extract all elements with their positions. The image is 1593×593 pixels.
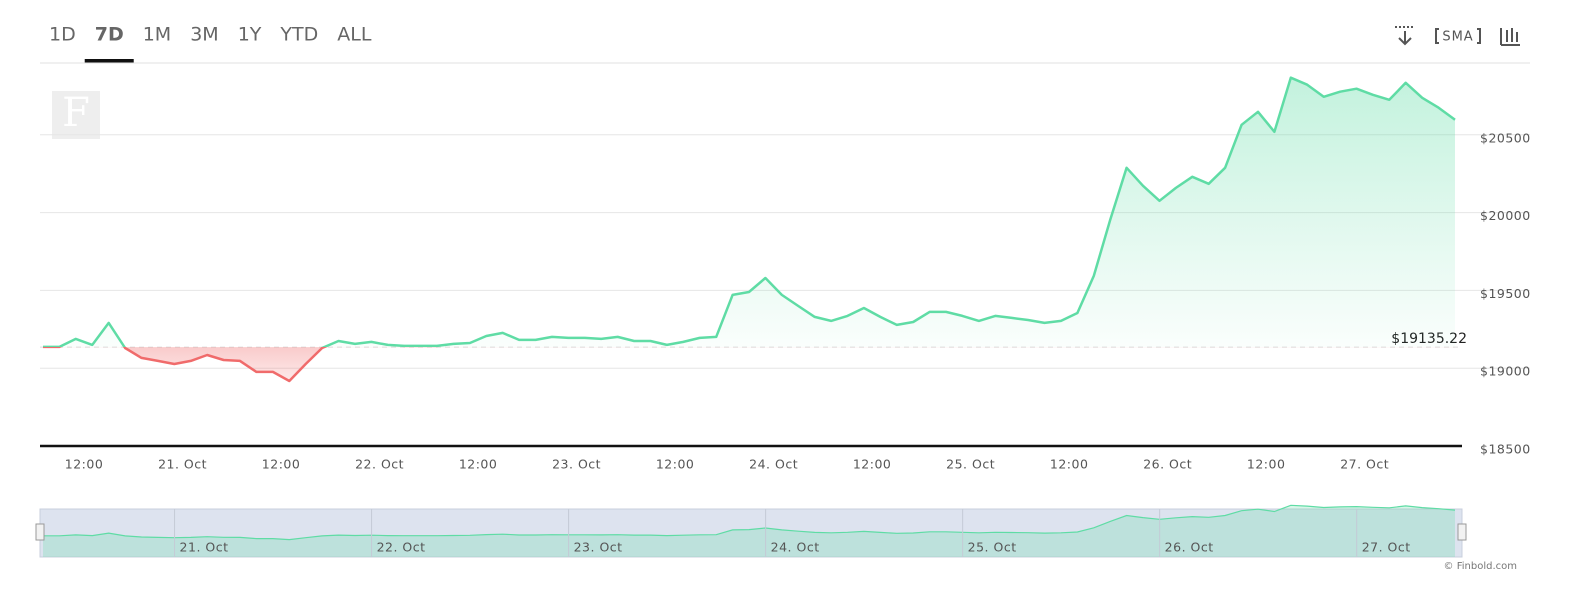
price-line: [43, 76, 1456, 383]
x-tick-label: 27. Oct: [1340, 457, 1389, 472]
x-tick-label: 12:00: [262, 457, 301, 472]
toolbar: 1D 7D 1M 3M 1Y YTD ALL: [49, 24, 372, 63]
y-tick-label: $19500: [1480, 286, 1531, 301]
x-tick-label: 25. Oct: [946, 457, 995, 472]
navigator-handle[interactable]: [35, 523, 45, 541]
indicator-icon[interactable]: [1435, 28, 1481, 44]
range-button[interactable]: 1D: [49, 24, 76, 46]
navigator-label: 23. Oct: [574, 540, 623, 555]
area: [43, 77, 1455, 381]
x-tick-label: 12:00: [459, 457, 498, 472]
range-button[interactable]: 7D: [95, 24, 124, 46]
x-tick-label: 21. Oct: [158, 457, 207, 472]
navigator-line: [43, 504, 1456, 541]
navigator-label: 25. Oct: [968, 540, 1017, 555]
y-tick-label: $19000: [1480, 364, 1531, 379]
y-tick-label: $18500: [1480, 442, 1531, 457]
navigator-handle[interactable]: [1457, 523, 1467, 541]
x-tick-label: 24. Oct: [749, 457, 798, 472]
navigator-area: [43, 505, 1455, 557]
navigator-label: 27. Oct: [1362, 540, 1411, 555]
navigator-label: 24. Oct: [771, 540, 820, 555]
download-icon[interactable]: [1395, 26, 1415, 46]
y-tick-label: $20500: [1480, 130, 1531, 145]
range-button[interactable]: 1M: [143, 24, 171, 46]
x-tick-label: 12:00: [1050, 457, 1089, 472]
x-tick-label: 12:00: [853, 457, 892, 472]
watermark: F: [62, 90, 90, 136]
x-tick-label: 12:00: [656, 457, 695, 472]
x-tick-label: 12:00: [65, 457, 104, 472]
range-button[interactable]: YTD: [279, 24, 318, 46]
watermark-box: [52, 91, 100, 139]
credit: © Finbold.com: [1444, 561, 1517, 572]
x-tick-label: 23. Oct: [552, 457, 601, 472]
x-tick-label: 22. Oct: [355, 457, 404, 472]
x-tick-label: 26. Oct: [1143, 457, 1192, 472]
x-tick-label: 12:00: [1247, 457, 1286, 472]
y-tick-label: $20000: [1480, 208, 1531, 223]
range-button[interactable]: ALL: [337, 24, 372, 46]
navigator-label: 21. Oct: [180, 540, 229, 555]
indicator-label[interactable]: SMA: [1442, 30, 1473, 45]
navigator-label: 26. Oct: [1165, 540, 1214, 555]
range-button[interactable]: 3M: [190, 24, 218, 46]
navigator-label: 22. Oct: [377, 540, 426, 555]
candle-icon[interactable]: [1500, 28, 1520, 46]
range-button[interactable]: 1Y: [238, 24, 262, 46]
navigator: [39, 508, 1463, 558]
range-selected-underline: [84, 59, 134, 63]
toolbar-icons: [1395, 26, 1520, 46]
